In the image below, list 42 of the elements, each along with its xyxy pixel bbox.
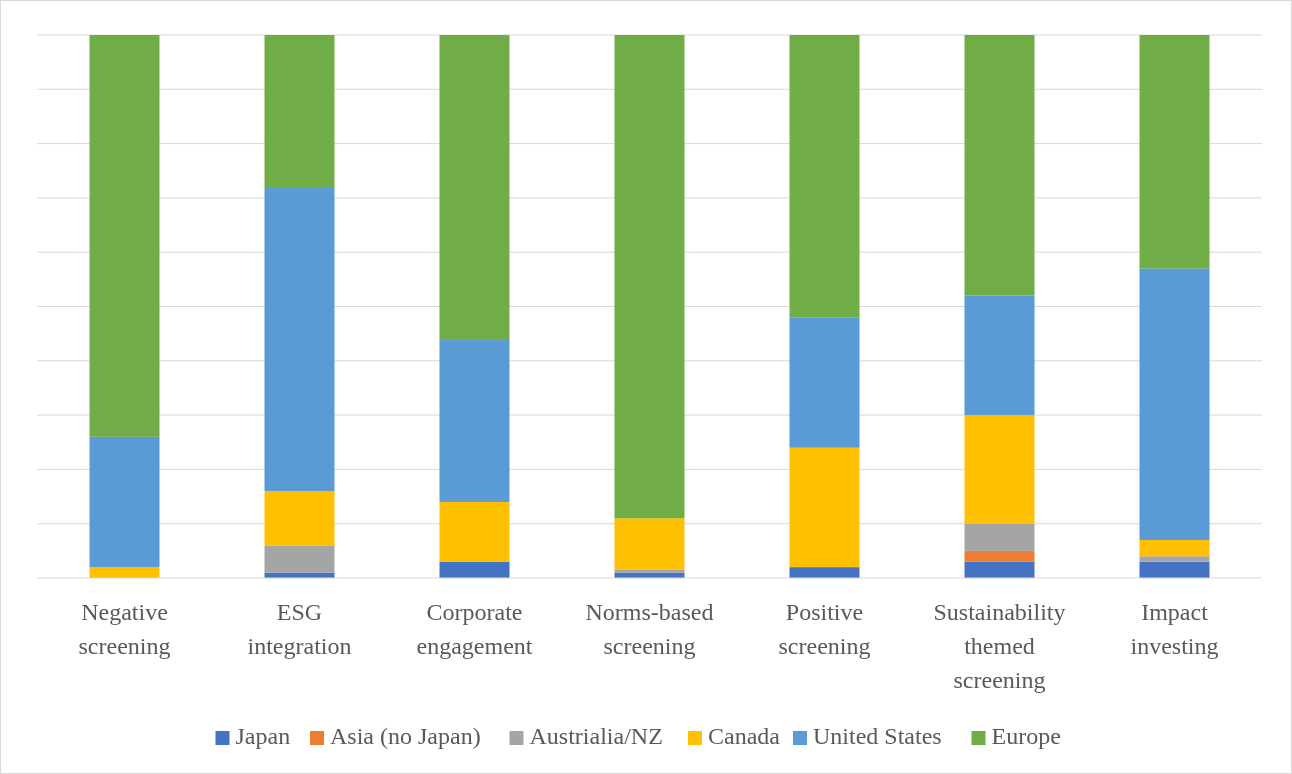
x-tick-label: Negative screening [78,599,171,659]
bar [264,187,335,492]
bar [1139,35,1210,269]
x-tick-label: Norms-based screening [585,599,714,659]
bar [964,35,1035,296]
bar [1139,556,1210,562]
bar [439,561,510,578]
bar [264,491,335,546]
bar [439,339,510,502]
bar [614,569,685,573]
bar [964,295,1035,416]
x-tick-label: Impact investing [1130,599,1219,659]
x-tick-label: Corporate engagement [416,599,533,659]
bar [789,447,860,568]
bar [1139,561,1210,578]
legend-label: United States [813,722,942,749]
legend-label: Canada [708,722,781,749]
bar [1139,268,1210,540]
bar [964,550,1035,562]
bar [789,35,860,318]
bar [964,523,1035,551]
bar [614,35,685,519]
x-tick-label: ESG integration [247,599,352,659]
bar [89,567,160,578]
bar [789,567,860,578]
x-tick-label: Positive screening [778,599,871,659]
bar [789,317,860,448]
x-tick-label: Sustainability themed screening [933,599,1066,693]
legend-label: Asia (no Japan) [330,722,481,749]
legend-label: Austrialia/NZ [529,722,663,749]
bar [1139,539,1210,557]
bar [439,501,510,562]
bar [264,35,335,188]
bar [439,35,510,340]
bar [964,415,1035,524]
legend-label: Japan [235,722,291,749]
bar [614,518,685,570]
bar [89,35,160,437]
bar [964,561,1035,578]
legend-label: Europe [991,722,1061,749]
bar [89,436,160,568]
bar [264,545,335,573]
